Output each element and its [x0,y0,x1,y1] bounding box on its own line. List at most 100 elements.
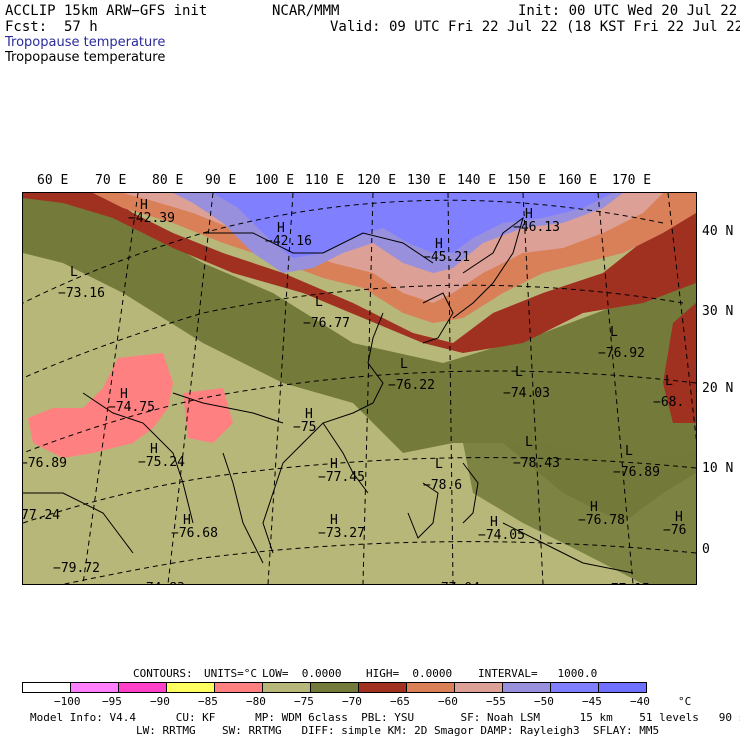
colorbar-tick-label: −75 [294,695,314,708]
extremum-value: −46.13 [513,220,560,235]
longitude-label: 70 E [95,173,127,188]
extremum-value: −75.24 [138,455,185,470]
low-marker: L [665,374,673,389]
colorbar-swatch [166,682,215,693]
low-marker: L [400,357,408,372]
forecast-hours: 57 h [64,19,98,35]
high-marker: H [183,513,191,528]
extremum-value: −77.45 [318,470,365,485]
extremum-value: −76.89 [22,456,67,471]
extremum-value: −45.21 [423,250,470,265]
colorbar-swatch [598,682,647,693]
extremum-value: −76.92 [598,346,645,361]
colorbar-swatch [550,682,599,693]
colorbar-tick-label: −45 [582,695,602,708]
extremum-value: −42.39 [128,211,175,226]
colorbar-tick-label: −65 [390,695,410,708]
high-marker: H [490,515,498,530]
field-patch-dark-olive-south [463,443,696,584]
contours-high: HIGH= 0.0000 [366,667,453,680]
extremum-value: −74.03 [503,386,550,401]
longitude-label: 90 E [205,173,237,188]
extremum-value: −76.22 [388,378,435,393]
extremum-value: −77.04 [433,582,480,584]
high-marker: H [330,457,338,472]
colorbar-swatch [406,682,455,693]
longitude-label: 170 E [612,173,652,188]
low-marker: L [315,295,323,310]
longitude-label: 80 E [152,173,184,188]
longitude-label: 130 E [407,173,447,188]
colorbar-tick-label: −80 [246,695,266,708]
colorbar-swatch [214,682,263,693]
colorbar-swatch [454,682,503,693]
colorbar-tick-label: −90 [150,695,170,708]
low-marker: L [625,444,633,459]
organization: NCAR/MMM [272,3,340,19]
low-marker: L [435,457,443,472]
high-marker: H [140,198,148,213]
longitude-label: 140 E [457,173,497,188]
colorbar-tick-label: −100 [54,695,81,708]
extremum-value: −74.05 [478,528,525,543]
extremum-value: −76.68 [171,526,218,541]
colorbar-swatch [310,682,359,693]
latitude-label: 10 N [702,461,734,476]
extremum-value: −78.43 [513,456,560,471]
model-info-line1: Model Info: V4.4 CU: KF MP: WDM 6class P… [30,711,740,724]
high-marker: H [675,510,683,525]
longitude-label: 120 E [357,173,397,188]
colorbar-tick-label: −85 [198,695,218,708]
field-band-blue [213,193,613,258]
extremum-value: −76 [663,523,687,538]
colorbar-tick-label: −55 [486,695,506,708]
extremum-value: −79.72 [53,561,100,576]
high-marker: H [435,237,443,252]
high-marker: H [525,207,533,222]
extremum-value: −76.89 [613,465,660,480]
extremum-value: −68. [653,395,685,410]
valid-time: Valid: 09 UTC Fri 22 Jul 22 (18 KST Fri … [330,19,740,35]
init-time: Init: 00 UTC Wed 20 Jul 22 [518,3,738,19]
low-marker: L [70,265,78,280]
longitude-label: 100 E [255,173,295,188]
extremum-value: −73.16 [58,286,105,301]
high-marker: H [150,442,158,457]
low-marker: L [610,325,618,340]
low-marker: L [515,365,523,380]
longitude-label: 150 E [507,173,547,188]
extremum-value: −75 [293,420,317,435]
contours-interval: INTERVAL= 1000.0 [478,667,598,680]
field-patch-pink-west [28,353,173,458]
latitude-label: 0 [702,542,710,557]
contours-label: CONTOURS: [133,667,193,680]
extremum-value: −76.77 [303,316,350,331]
high-marker: H [120,387,128,402]
coastlines [23,216,634,574]
colorbar-swatch [262,682,311,693]
map-panel: H −42.39 H −42.16 H −45.21 H −46.13 L −73.16 L −76.… [22,192,697,585]
map-graphic [23,193,696,584]
model-title: ACCLIP 15km ARW−GFS init [5,3,208,19]
high-marker: H [277,221,285,236]
longitude-label: 110 E [305,173,345,188]
extremum-value: −77.15 [603,583,650,584]
colorbar-swatch [22,682,71,693]
forecast-label: Fcst: [5,19,48,35]
colorbar-swatch [70,682,119,693]
colorbar-swatch [502,682,551,693]
extremum-value: 77.24 [22,508,61,523]
high-marker: H [590,500,598,515]
field-band-dark-red [23,193,696,423]
low-marker: L [525,435,533,450]
extremum-value: −74.75 [108,400,155,415]
high-marker: H [330,513,338,528]
model-info-line2: LW: RRTMG SW: RRTMG DIFF: simple KM: 2D … [30,724,660,737]
contours-units: UNITS=°C [204,667,257,680]
field-band-dark-olive [23,193,696,523]
extremum-value: −73.27 [318,526,365,541]
latitude-label: 20 N [702,381,734,396]
colorbar-tick-label: −95 [102,695,122,708]
colorbar-tick-label: −50 [534,695,554,708]
colorbar-swatch [358,682,407,693]
